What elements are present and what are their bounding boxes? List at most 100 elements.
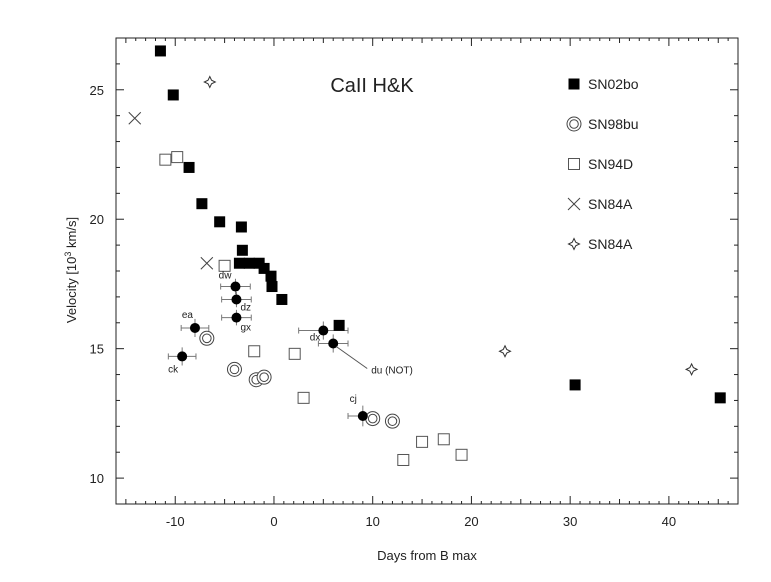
axis-ticks [115,37,739,505]
point-sn98bu [256,369,272,385]
axis-tick-labels: -10 0 10 20 30 40 10 15 20 25 [90,83,677,529]
point-sn02bo [265,270,277,282]
legend-label: SN84A [588,236,633,252]
point-sn02bo [167,89,179,101]
point-sn98bu-inner [259,372,269,382]
x-tick-label: 30 [563,514,577,529]
point-label: ea [182,310,194,321]
x-tick-label: 40 [662,514,676,529]
point-sn02bo [183,161,195,173]
point-sn94d [297,391,310,404]
point-sn84a [200,256,214,270]
point-label: dx [310,333,321,344]
point-sn94d [171,151,184,164]
point-sn94d [437,433,450,446]
error-bars [167,278,379,427]
legend-marker [566,116,582,132]
point-label: cj [350,394,357,405]
y-tick-label: 15 [90,342,104,357]
point-sn84a [684,362,699,377]
point-sn02bo [714,392,726,404]
legend-marker-outer [566,116,582,132]
data-markers [128,45,726,466]
legend-marker [567,237,581,251]
point-sn98bu-inner [229,364,240,375]
y-tick-label: 20 [90,212,104,227]
x-tick-label: 10 [365,514,379,529]
point-sn98bu-outer [384,413,400,429]
label-leader-line [335,346,368,369]
y-axis-title-main: Velocity [10 [64,257,79,324]
point-sn94d [416,435,429,448]
legend-marker-inner [569,119,579,129]
point-sn94d [159,153,172,166]
point-sn84a-stroke [200,256,214,270]
point-labels: ck ea dw dz gx dx du (NOT) cj [168,271,413,405]
point-sn98bu-inner [202,333,212,344]
point-sn98bu [199,330,215,346]
point-sn02bo [233,257,245,269]
point-label: dz [240,302,251,313]
point-label: ck [168,364,179,375]
point-sn94d [248,345,261,358]
point-labeled [189,322,200,333]
point-sn84a-stroke [128,111,142,125]
point-labeled [231,312,242,323]
point-label: gx [240,323,251,334]
point-sn02bo [196,198,208,210]
point-sn94d [397,453,410,466]
point-label: dw [219,271,233,282]
point-sn02bo [266,281,278,293]
point-labeled [177,351,188,362]
point-sn94d [455,448,468,461]
legend-label: SN02bo [588,76,639,92]
point-sn98bu [384,413,400,429]
point-sn02bo [214,216,226,228]
point-labeled [328,338,339,349]
x-tick-label: -10 [166,514,185,529]
point-sn98bu-outer [256,369,272,385]
legend-marker [567,197,581,211]
point-sn02bo [569,379,581,391]
point-sn94d [218,259,231,272]
point-sn98bu [226,361,242,377]
point-labeled [357,410,368,421]
point-labeled [230,281,241,292]
y-axis-title-sup: 3 [63,252,73,257]
y-axis-title: Velocity [103 km/s] [63,217,79,323]
x-tick-label: 20 [464,514,478,529]
point-sn98bu-outer [199,330,215,346]
point-sn02bo [236,244,248,256]
point-sn98bu-inner [367,413,378,424]
point-sn98bu-inner [387,416,398,426]
point-sn84a [498,344,512,358]
point-labeled [231,294,242,305]
point-sn98bu-outer [365,411,381,427]
legend-marker [568,78,580,90]
y-tick-label: 25 [90,83,104,98]
point-sn02bo [276,293,288,305]
y-axis-title-tail: km/s] [64,217,79,252]
point-sn02bo [235,221,247,233]
y-tick-label: 10 [90,471,104,486]
point-sn02bo [154,45,166,57]
point-sn98bu-outer [226,361,242,377]
legend-label: SN98bu [588,116,639,132]
point-sn84a [128,111,142,125]
point-sn98bu [365,411,381,427]
point-sn02bo [243,257,255,269]
point-sn02bo [333,319,345,331]
legend-label: SN84A [588,196,633,212]
point-label: du (NOT) [371,365,413,376]
legend-marker [568,158,580,170]
point-sn02bo [258,262,270,274]
legend: SN02bo SN98bu SN94D SN84A SN84A [566,76,639,252]
point-sn94d [288,347,301,360]
point-sn84a [203,75,217,89]
point-labeled [318,325,329,336]
x-tick-label: 0 [270,514,277,529]
plot-frame [115,37,739,505]
chart-title: CaII H&K [330,75,414,97]
legend-marker-stroke [567,197,581,211]
